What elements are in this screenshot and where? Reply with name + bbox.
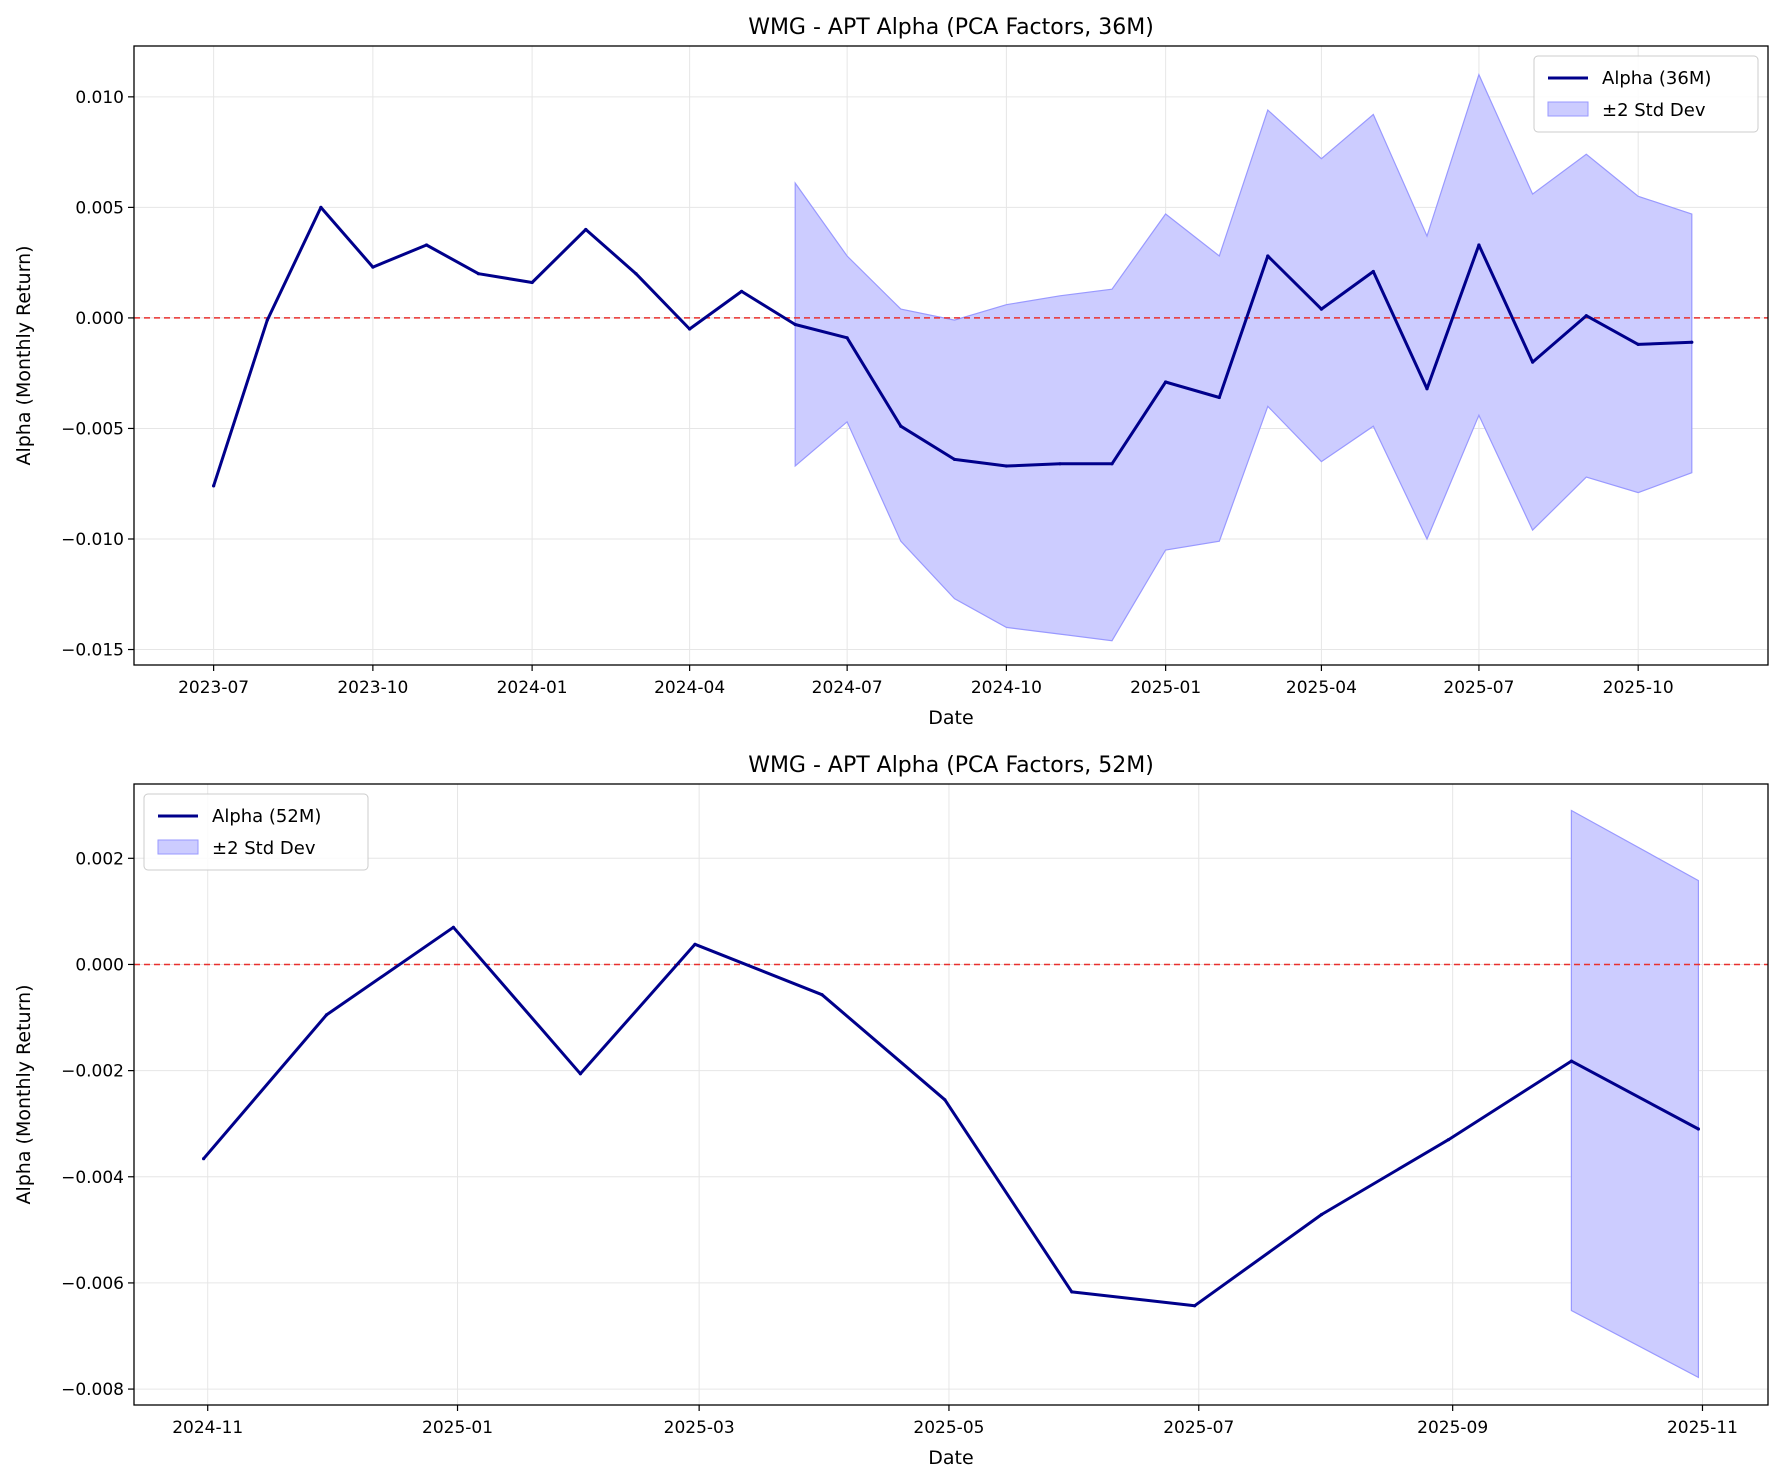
alpha-point-15 [1004,464,1009,468]
alpha-point-19 [1217,395,1221,400]
y-tick-label: −0.002 [61,1062,124,1082]
y-tick-label: −0.015 [61,641,124,661]
alpha-point-14 [952,457,957,461]
alpha-point-4 [693,942,697,946]
legend-band-swatch [157,839,199,855]
x-tick-label: 2025-04 [1286,678,1357,698]
x-tick-label: 2025-03 [664,1418,735,1438]
legend: Alpha (52M) ±2 Std Dev [143,793,369,871]
legend-box [143,793,369,871]
x-tick-label: 2025-10 [1603,678,1674,698]
alpha-point-24 [1477,243,1481,247]
legend-entry-alpha: Alpha (52M) [212,806,321,827]
alpha-point-2 [319,205,323,209]
legend-entry-band: ±2 Std Dev [212,838,316,859]
legend-box [1533,55,1759,133]
legend: Alpha (36M) ±2 Std Dev [1533,55,1759,133]
y-tick-label: −0.010 [61,530,124,550]
x-tick-label: 2024-11 [172,1418,243,1438]
alpha-point-20 [1266,254,1270,258]
alpha-point-6 [530,280,534,285]
alpha-point-11 [1569,1059,1573,1063]
alpha-point-3 [578,1072,583,1076]
plot-frame [133,783,1769,1406]
alpha-point-12 [845,336,849,340]
alpha-point-22 [1371,269,1375,274]
alpha-point-0 [202,1157,206,1161]
alpha-point-1 [324,1013,329,1017]
alpha-point-23 [1425,387,1429,391]
alpha-point-18 [1164,380,1168,384]
alpha-point-6 [943,1098,947,1102]
chart-52m: 2024-11 2025-01 2025-03 2025-05 2025-07 2025-… [13,753,1769,1469]
alpha-point-7 [584,227,588,232]
x-tick-label: 2024-10 [971,678,1042,698]
x-tick-label: 2025-11 [1667,1418,1738,1438]
y-tick-label: 0.010 [75,88,124,108]
chart-36m: 2023-07 2023-10 2024-01 2024-04 2024-07 2024-… [13,15,1769,729]
x-axis-label: Date [928,707,973,729]
chart-title: WMG - APT Alpha (PCA Factors, 52M) [748,753,1154,778]
alpha-point-3 [371,265,375,269]
plot-frame [133,45,1769,666]
legend-band-swatch [1547,101,1589,117]
x-tick-label: 2024-01 [497,678,568,698]
y-tick-label: 0.000 [75,309,124,329]
x-tick-label: 2025-01 [1130,678,1201,698]
y-tick-label: −0.008 [61,1380,124,1400]
legend-entry-band: ±2 Std Dev [1602,100,1706,121]
y-tick-label: 0.002 [75,849,124,869]
y-tick-label: −0.005 [61,419,124,439]
y-tick-label: −0.004 [61,1168,124,1188]
alpha-point-10 [740,289,744,293]
x-tick-label: 2025-07 [1163,1418,1234,1438]
x-tick-label: 2024-07 [812,678,883,698]
alpha-point-8 [634,272,638,276]
x-tick-label: 2023-07 [178,678,249,698]
chart-title: WMG - APT Alpha (PCA Factors, 36M) [748,15,1154,40]
alpha-point-12 [1696,1127,1700,1131]
y-axis-label: Alpha (Monthly Return) [13,984,35,1204]
x-tick-label: 2024-04 [654,678,725,698]
alpha-point-1 [265,318,269,322]
alpha-point-11 [793,322,797,327]
alpha-point-2 [451,925,455,929]
alpha-point-0 [212,484,216,488]
legend-entry-alpha: Alpha (36M) [1602,68,1711,89]
alpha-point-17 [1110,462,1114,466]
alpha-point-9 [688,327,692,331]
alpha-point-9 [1320,1212,1324,1217]
x-tick-label: 2025-01 [422,1418,493,1438]
x-tick-label: 2023-10 [337,678,408,698]
alpha-point-27 [1636,342,1640,346]
x-tick-label: 2025-05 [913,1418,984,1438]
alpha-point-5 [476,272,481,276]
y-axis-label: Alpha (Monthly Return) [13,245,35,465]
x-tick-label: 2025-07 [1443,678,1514,698]
alpha-point-5 [820,993,824,997]
alpha-point-13 [899,424,903,428]
std-dev-band-36m [794,73,1693,642]
alpha-point-10 [1447,1138,1451,1142]
y-tick-label: 0.000 [75,955,124,975]
alpha-point-7 [1070,1290,1074,1294]
y-tick-label: 0.005 [75,198,124,218]
alpha-point-28 [1690,340,1694,344]
y-tick-label: −0.006 [61,1274,124,1294]
x-axis-label: Date [928,1447,973,1469]
x-tick-label: 2025-09 [1417,1418,1488,1438]
alpha-point-25 [1531,360,1535,364]
alpha-point-4 [424,243,429,247]
alpha-point-26 [1584,314,1588,318]
alpha-point-8 [1193,1304,1197,1308]
alpha-point-21 [1319,307,1323,311]
alpha-point-16 [1058,462,1062,466]
